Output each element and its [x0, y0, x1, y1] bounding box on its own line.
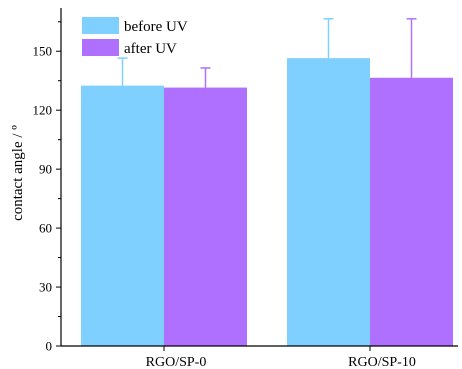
y-tick-label: 90: [39, 162, 52, 177]
y-tick-label: 30: [39, 280, 52, 295]
legend-swatch: [82, 39, 119, 56]
x-axis-ticks: RGO/SP-0 RGO/SP-10: [146, 346, 416, 369]
bars-layer: [81, 58, 453, 346]
bar: [370, 77, 453, 346]
legend-label: after UV: [124, 41, 177, 57]
x-tick-label: RGO/SP-0: [146, 355, 207, 369]
y-axis-label: contact angle / º: [10, 125, 26, 221]
y-axis-ticks: 0 30 60 90 120 150: [33, 21, 61, 354]
bar: [81, 85, 164, 346]
legend-label: before UV: [124, 19, 188, 35]
y-tick-label: 120: [33, 103, 53, 118]
y-tick-label: 0: [46, 339, 53, 354]
x-tick-label: RGO/SP-10: [348, 355, 416, 369]
bar: [164, 87, 247, 346]
error-bars-layer: [117, 18, 417, 88]
bar: [287, 58, 370, 346]
y-tick-label: 60: [39, 221, 52, 236]
legend-swatch: [82, 17, 119, 34]
y-tick-label: 150: [33, 44, 53, 59]
legend: before UV after UV: [82, 17, 188, 57]
